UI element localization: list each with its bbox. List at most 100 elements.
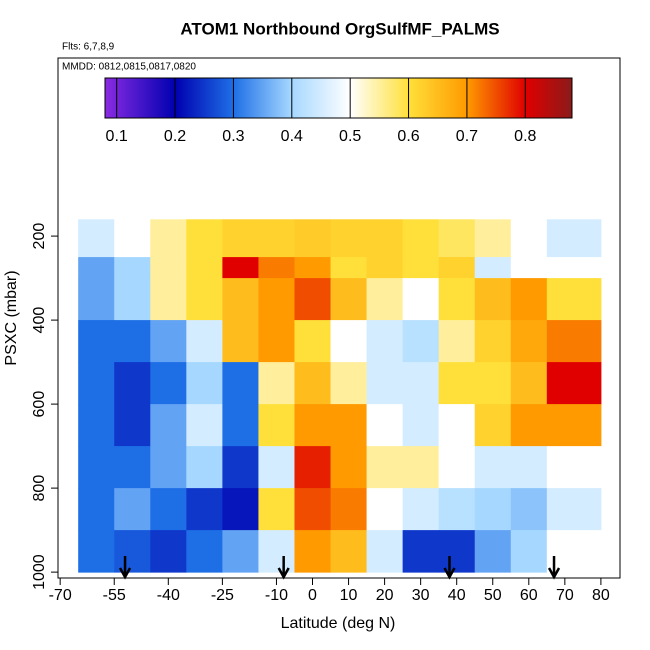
x-tick-label: 40 [448,587,466,604]
heatmap-cell [438,446,476,489]
heatmap-cell [78,257,115,279]
heatmap-cell [366,257,404,279]
arrow-head [277,567,290,580]
heatmap-cell [258,404,295,447]
x-tick-label: 80 [592,587,610,604]
heatmap-cell [366,278,404,321]
heatmap-cell [186,219,223,258]
heatmap-cell [474,257,512,279]
heatmap-cell [294,446,332,489]
heatmap-cell [258,219,295,258]
heatmap-cell [402,278,440,321]
heatmap-cell [366,488,404,531]
colorbar [104,77,573,119]
heatmap-cell [150,278,187,321]
x-axis-label: Latitude (deg N) [281,615,396,632]
heatmap-cell [78,446,115,489]
heatmap-cell [438,362,476,405]
heatmap-cell [330,446,368,489]
heatmap-cell [546,320,602,363]
heatmap-cell [402,219,440,258]
y-axis-label: PSXC (mbar) [3,270,20,365]
heatmap-cell [114,257,151,279]
x-tick-label: -40 [157,587,180,604]
x-tick-label: -25 [211,587,234,604]
arrow-marker [118,556,132,580]
heatmap-cell [186,257,223,279]
heatmap-cell [258,278,295,321]
colorbar-tick-label: 0.6 [397,128,419,145]
heatmap-cell [114,362,151,405]
x-tick-label: 0 [308,587,317,604]
x-tick-label: 10 [340,587,358,604]
arrow-marker [277,556,290,580]
colorbar-tick-label: 0.1 [106,128,128,145]
x-tick-label: -55 [103,587,126,604]
heatmap-cell [510,362,548,405]
y-tick-label: 1000 [31,554,48,590]
heatmap-cell [546,530,602,573]
heatmap-cell [258,257,295,279]
heatmap-cell [474,446,512,489]
arrow-marker [443,556,456,580]
heatmap-cell [438,257,476,279]
heatmap-cell [258,320,295,363]
heatmap-cell [114,320,151,363]
heatmap-cell [510,320,548,363]
heatmap-cell [474,530,512,573]
heatmap-cell [186,446,223,489]
heatmap-cell [222,219,259,258]
heatmap-cell [114,446,151,489]
y-tick-label: 400 [31,307,48,334]
heatmap-cell [546,362,602,405]
heatmap-cell [294,488,332,531]
heatmap-cell [78,488,115,531]
heatmap-cell [222,320,259,363]
heatmap-cell [114,278,151,321]
heatmap-cell [510,530,548,573]
heatmap-cell [78,404,115,447]
heatmap-cell [114,219,151,258]
heatmap-cell [474,278,512,321]
heatmap-cell [150,404,187,447]
heatmap-cell [366,219,404,258]
arrow-marker [547,556,561,580]
heatmap-cell [402,446,440,489]
heatmap-cell [258,446,295,489]
heatmap-cell [78,219,115,258]
arrow-head [547,567,561,580]
heatmap-cell [258,530,295,573]
heatmap-cell [546,257,602,279]
y-tick-label: 600 [31,391,48,418]
heatmap-cell [114,530,151,573]
colorbar-tick-label: 0.5 [339,128,361,145]
arrow-head [443,567,456,580]
heatmap-cell [546,488,602,531]
heatmap-cell [330,404,368,447]
heatmap-cell [330,320,368,363]
heatmap-cell [474,219,512,258]
heatmap-cell [330,219,368,258]
heatmap-cell [438,530,476,573]
heatmap-cell [294,362,332,405]
heatmap-cell [330,362,368,405]
heatmap-cell [474,362,512,405]
heatmap-cell [114,404,151,447]
heatmap-cell [546,219,602,258]
heatmap-cell [402,320,440,363]
colorbar-tick-label: 0.8 [514,128,536,145]
heatmap-cell [294,219,332,258]
heatmap-cell [78,320,115,363]
heatmap-cell [294,257,332,279]
heatmap-cell [150,257,187,279]
heatmap-cell [510,488,548,531]
heatmap-cell [222,488,259,531]
heatmap-cell [150,530,187,573]
flights-note: Flts: 6,7,8,9 [62,42,115,53]
arrow-head [118,567,132,580]
heatmap-cell [330,530,368,573]
x-tick-label: -10 [265,587,288,604]
heatmap-cell [222,257,259,279]
heatmap-cell [186,530,223,573]
